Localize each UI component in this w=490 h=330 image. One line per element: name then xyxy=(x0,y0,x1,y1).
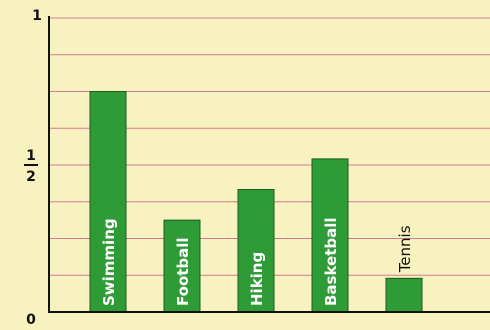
bars xyxy=(89,91,423,313)
y-tick-label-half-denominator: 2 xyxy=(26,169,36,185)
bar-swimming xyxy=(89,91,127,313)
bar-label-hiking: Hiking xyxy=(248,252,266,306)
y-tick-label-half-numerator: 1 xyxy=(26,148,36,164)
bar-label-tennis: Tennis xyxy=(396,225,414,273)
bar-label-basketball: Basketball xyxy=(322,217,340,306)
bar-labels: Swimming Football Hiking Basketball Tennis xyxy=(100,217,414,306)
bar-basketball xyxy=(311,158,349,313)
bar-label-football: Football xyxy=(174,237,192,306)
y-tick-label-one: 1 xyxy=(32,8,42,24)
bar-label-swimming: Swimming xyxy=(100,218,118,306)
y-tick-label-zero: 0 xyxy=(26,312,36,328)
bar-hiking xyxy=(237,188,275,313)
bar-tennis xyxy=(385,277,423,313)
